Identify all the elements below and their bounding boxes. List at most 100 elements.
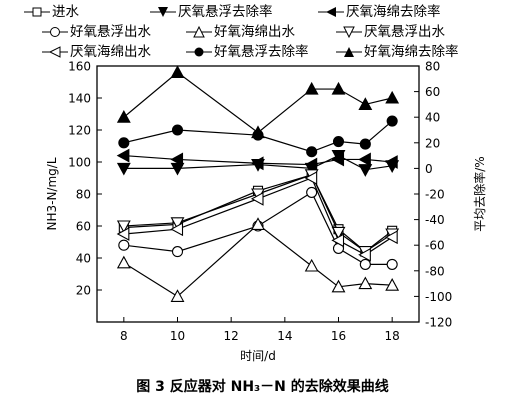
data-point-series-4 (171, 246, 184, 258)
data-point-series-9 (304, 81, 319, 95)
legend-row-3: 厌氧海绵出水 好氧悬浮去除率 好氧海绵去除率 (0, 42, 525, 62)
y-left-tick-label: 120 (68, 124, 91, 138)
y-right-tick-label: 20 (425, 136, 440, 150)
x-tick-label: 10 (170, 329, 185, 343)
data-point-series-5 (251, 217, 265, 230)
data-point-series-1 (387, 225, 398, 236)
y-right-tick-label: -40 (425, 213, 445, 227)
y-right-tick-label: 0 (425, 162, 433, 176)
y-left-tick-label: 40 (76, 252, 91, 266)
data-point-series-9 (385, 90, 400, 104)
x-tick-label: 12 (224, 329, 239, 343)
legend-symbol-tri-left-open-icon (42, 46, 68, 58)
data-point-series-1 (306, 169, 317, 180)
x-tick-label: 16 (331, 329, 346, 343)
series-line-4 (123, 191, 393, 265)
data-point-series-8 (332, 135, 345, 148)
data-point-series-3 (250, 156, 264, 171)
data-point-series-1 (252, 185, 264, 196)
data-point-series-4 (252, 220, 264, 232)
legend-label-anaerobic-sponge-removal: 厌氧海绵去除率 (346, 4, 441, 20)
x-tick-label: 8 (120, 329, 128, 343)
data-point-series-7 (250, 191, 264, 206)
data-point-series-7 (116, 227, 130, 241)
legend-label-aerobic-suspended-removal: 好氧悬浮去除率 (214, 44, 309, 60)
y-left-tick-label: 100 (68, 156, 91, 170)
y-right-tick-label: -120 (425, 316, 452, 330)
y-left-axis-label: NH3-N/mg/L (45, 157, 59, 230)
legend-label-anaerobic-suspended-effluent: 厌氧悬浮出水 (364, 24, 445, 40)
legend-item-aerobic-suspended-effluent: 好氧悬浮出水 (42, 22, 151, 42)
x-tick-label: 18 (385, 329, 400, 343)
data-point-series-6 (331, 226, 346, 240)
data-point-series-8 (171, 124, 184, 136)
data-point-series-4 (118, 239, 130, 251)
data-point-series-1 (172, 219, 183, 230)
data-point-series-2 (251, 159, 265, 172)
data-point-series-7 (331, 233, 345, 248)
data-point-series-3 (385, 155, 398, 169)
data-point-series-7 (385, 230, 398, 245)
data-point-series-6 (304, 169, 319, 182)
y-right-tick-label: 40 (425, 111, 440, 125)
legend-label-aerobic-suspended-effluent: 好氧悬浮出水 (70, 24, 151, 40)
data-point-series-1 (333, 224, 344, 235)
y-right-tick-label: -60 (425, 239, 445, 253)
legend-item-aerobic-suspended-removal: 好氧悬浮去除率 (186, 42, 309, 62)
y-left-tick-label: 20 (76, 284, 91, 298)
x-axis-label: 时间/d (240, 349, 276, 363)
data-point-series-4 (386, 258, 398, 270)
data-point-series-8 (359, 138, 371, 150)
y-right-tick-label: -20 (425, 188, 445, 202)
series-line-6 (123, 174, 393, 253)
data-point-series-3 (170, 152, 184, 167)
y-left-tick-label: 60 (76, 220, 91, 234)
data-point-series-6 (170, 217, 185, 230)
series-line-7 (123, 177, 393, 256)
data-point-series-2 (331, 150, 346, 163)
series-line-8 (123, 120, 393, 153)
data-point-series-3 (358, 152, 371, 167)
data-point-series-2 (116, 162, 131, 176)
data-point-series-9 (251, 125, 265, 139)
data-point-series-5 (331, 279, 346, 293)
data-point-series-5 (358, 276, 373, 290)
series-line-5 (123, 223, 393, 298)
data-point-series-9 (331, 81, 346, 95)
legend-label-aerobic-sponge-removal: 好氧海绵去除率 (364, 44, 459, 60)
series-line-9 (123, 71, 393, 134)
data-point-series-9 (116, 110, 131, 123)
data-point-series-2 (304, 162, 319, 176)
legend-symbol-circle-open-icon (42, 27, 68, 37)
data-point-series-6 (251, 188, 265, 202)
legend-label-anaerobic-suspended-removal: 厌氧悬浮去除率 (178, 4, 273, 20)
data-point-series-3 (116, 148, 130, 163)
y-left-tick-label: 80 (76, 188, 91, 202)
data-point-series-5 (116, 255, 131, 269)
data-point-series-2 (170, 162, 185, 176)
legend-item-aerobic-sponge-effluent: 好氧海绵出水 (186, 22, 295, 42)
data-point-series-2 (358, 164, 373, 177)
data-point-series-2 (385, 160, 400, 173)
legend-item-anaerobic-sponge-effluent: 厌氧海绵出水 (42, 42, 151, 62)
data-point-series-8 (386, 115, 398, 127)
data-point-series-7 (170, 222, 184, 237)
legend-item-aerobic-sponge-removal: 好氧海绵去除率 (336, 42, 459, 62)
x-tick-label: 14 (277, 329, 292, 343)
legend-symbol-tri-up-filled-icon (336, 47, 362, 57)
figure-caption: 图 3 反应器对 NH₃－N 的去除效果曲线 (136, 379, 389, 395)
data-point-series-6 (358, 246, 373, 259)
legend-label-aerobic-sponge-effluent: 好氧海绵出水 (214, 24, 295, 40)
data-point-series-9 (170, 65, 185, 78)
data-point-series-5 (170, 289, 185, 302)
data-point-series-4 (306, 186, 318, 198)
legend-label-influent: 进水 (52, 4, 79, 20)
y-right-tick-label: 60 (425, 85, 440, 99)
legend-symbol-tri-up-open-icon (186, 25, 212, 38)
legend-label-anaerobic-sponge-effluent: 厌氧海绵出水 (70, 44, 151, 60)
plot-frame (96, 65, 420, 323)
legend-symbol-tri-down-open-icon (336, 26, 362, 39)
y-right-tick-label: -100 (425, 290, 452, 304)
data-point-series-8 (306, 146, 318, 158)
y-right-axis-label: 平均去除率/% (472, 156, 487, 231)
